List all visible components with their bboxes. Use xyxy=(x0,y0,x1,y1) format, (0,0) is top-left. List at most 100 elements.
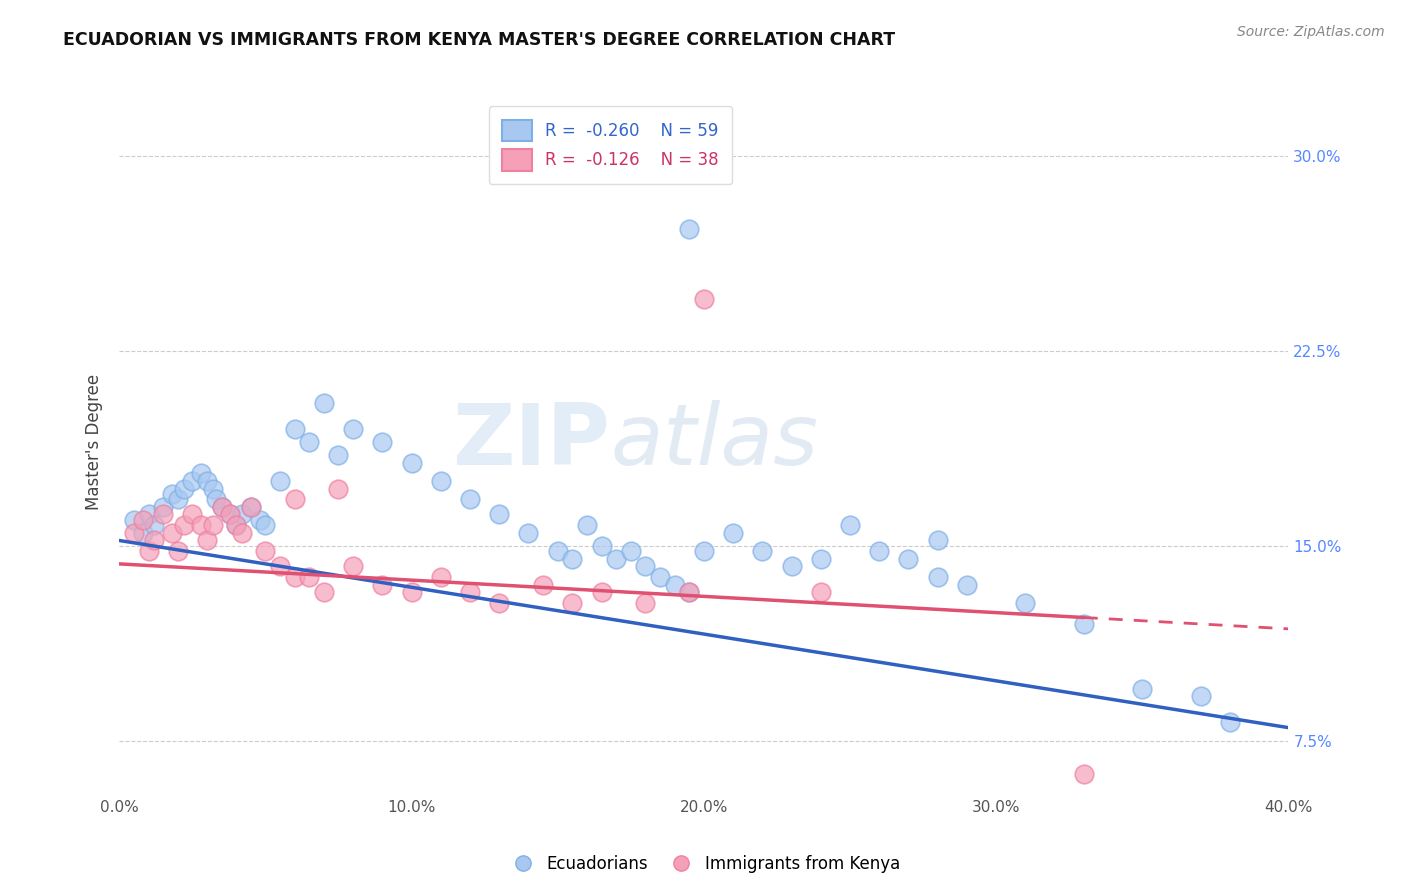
Point xyxy=(152,500,174,514)
Point xyxy=(181,508,204,522)
Point xyxy=(780,559,803,574)
Point xyxy=(160,525,183,540)
Point xyxy=(678,221,700,235)
Point xyxy=(131,525,153,540)
Point xyxy=(239,500,262,514)
Point xyxy=(1014,596,1036,610)
Point xyxy=(751,544,773,558)
Point xyxy=(371,577,394,591)
Point xyxy=(664,577,686,591)
Point xyxy=(956,577,979,591)
Point xyxy=(211,500,233,514)
Point xyxy=(298,434,321,449)
Point xyxy=(678,585,700,599)
Point xyxy=(342,422,364,436)
Point xyxy=(201,517,224,532)
Point xyxy=(531,577,554,591)
Point xyxy=(249,513,271,527)
Point xyxy=(122,513,145,527)
Point xyxy=(284,570,307,584)
Point xyxy=(591,539,613,553)
Point xyxy=(1189,690,1212,704)
Point xyxy=(620,544,643,558)
Point xyxy=(298,570,321,584)
Point xyxy=(575,517,598,532)
Point xyxy=(254,544,277,558)
Point xyxy=(190,466,212,480)
Point xyxy=(312,585,335,599)
Text: ECUADORIAN VS IMMIGRANTS FROM KENYA MASTER'S DEGREE CORRELATION CHART: ECUADORIAN VS IMMIGRANTS FROM KENYA MAST… xyxy=(63,31,896,49)
Point xyxy=(1073,767,1095,781)
Point xyxy=(458,585,481,599)
Point xyxy=(1130,681,1153,696)
Point xyxy=(591,585,613,599)
Point xyxy=(195,533,218,548)
Point xyxy=(693,292,716,306)
Point xyxy=(401,456,423,470)
Point xyxy=(225,517,247,532)
Point xyxy=(810,585,832,599)
Point xyxy=(605,551,627,566)
Point xyxy=(458,491,481,506)
Point xyxy=(810,551,832,566)
Text: Source: ZipAtlas.com: Source: ZipAtlas.com xyxy=(1237,25,1385,39)
Point xyxy=(201,482,224,496)
Point xyxy=(328,482,350,496)
Text: ZIP: ZIP xyxy=(453,401,610,483)
Point xyxy=(488,596,510,610)
Point xyxy=(231,508,253,522)
Point xyxy=(1073,616,1095,631)
Text: atlas: atlas xyxy=(610,401,818,483)
Point xyxy=(269,474,291,488)
Point xyxy=(1219,715,1241,730)
Point xyxy=(166,544,188,558)
Point xyxy=(195,474,218,488)
Point xyxy=(430,474,453,488)
Point xyxy=(204,491,226,506)
Point xyxy=(561,551,583,566)
Point xyxy=(342,559,364,574)
Point xyxy=(219,508,242,522)
Point xyxy=(897,551,920,566)
Point xyxy=(122,525,145,540)
Point xyxy=(143,517,166,532)
Point xyxy=(517,525,540,540)
Point xyxy=(160,486,183,500)
Point xyxy=(868,544,890,558)
Point xyxy=(634,559,657,574)
Point xyxy=(239,500,262,514)
Point xyxy=(138,544,160,558)
Point xyxy=(927,570,949,584)
Legend: Ecuadorians, Immigrants from Kenya: Ecuadorians, Immigrants from Kenya xyxy=(499,848,907,880)
Point xyxy=(211,500,233,514)
Point xyxy=(284,422,307,436)
Point xyxy=(927,533,949,548)
Point xyxy=(488,508,510,522)
Y-axis label: Master's Degree: Master's Degree xyxy=(86,374,103,510)
Point xyxy=(678,585,700,599)
Point xyxy=(152,508,174,522)
Point xyxy=(312,395,335,409)
Point xyxy=(166,491,188,506)
Point xyxy=(371,434,394,449)
Point xyxy=(561,596,583,610)
Point xyxy=(547,544,569,558)
Point xyxy=(225,517,247,532)
Point xyxy=(328,448,350,462)
Point xyxy=(284,491,307,506)
Point xyxy=(430,570,453,584)
Point xyxy=(231,525,253,540)
Point xyxy=(634,596,657,610)
Point xyxy=(190,517,212,532)
Point xyxy=(839,517,862,532)
Point xyxy=(181,474,204,488)
Point xyxy=(173,482,195,496)
Point xyxy=(721,525,744,540)
Legend: R =  -0.260    N = 59, R =  -0.126    N = 38: R = -0.260 N = 59, R = -0.126 N = 38 xyxy=(488,106,733,184)
Point xyxy=(173,517,195,532)
Point xyxy=(219,508,242,522)
Point xyxy=(269,559,291,574)
Point xyxy=(648,570,671,584)
Point xyxy=(138,508,160,522)
Point xyxy=(143,533,166,548)
